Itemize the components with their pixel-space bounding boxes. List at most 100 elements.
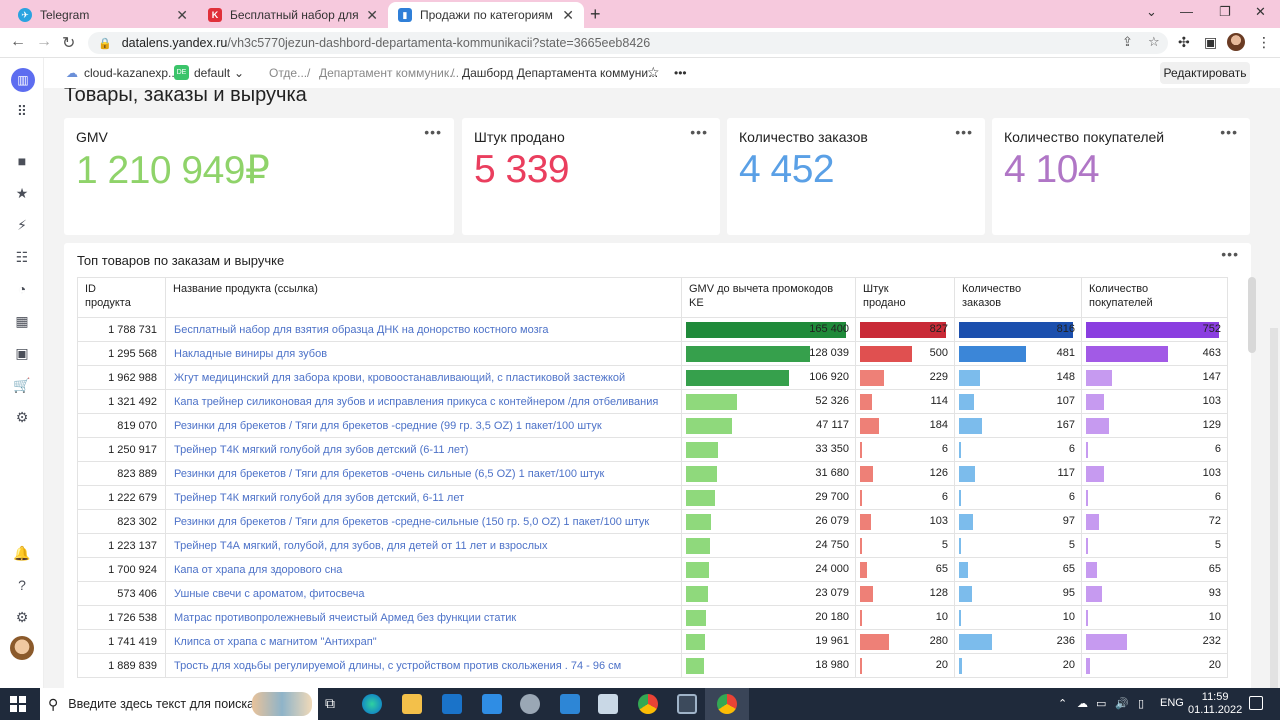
product-name-link[interactable]: Трейнер Т4А мягкий, голубой, для зубов, …: [165, 533, 682, 558]
buyers-bar: [1086, 442, 1088, 458]
column-header-orders[interactable]: Количество заказов: [954, 277, 1082, 318]
tab-title: Бесплатный набор для взятия о: [230, 8, 360, 22]
mail-icon[interactable]: [482, 694, 502, 714]
settings-sliders-icon[interactable]: ⚙: [15, 409, 29, 425]
extensions-icon[interactable]: ✣: [1178, 34, 1190, 50]
minimize-button[interactable]: —: [1180, 4, 1193, 19]
kazanexpress-icon: K: [208, 8, 222, 22]
connections-icon[interactable]: ⚡: [17, 217, 27, 233]
product-name-link[interactable]: Капа от храпа для здорового сна: [165, 557, 682, 582]
apps-grid-icon[interactable]: ⠿: [16, 103, 28, 119]
remote-desktop-icon[interactable]: [560, 694, 580, 714]
reload-icon[interactable]: ↻: [62, 35, 76, 52]
close-tab-icon[interactable]: ✕: [176, 6, 188, 23]
clock[interactable]: 11:59 01.11.2022: [1188, 691, 1242, 717]
buyers-value: 463: [1202, 347, 1221, 359]
browser-menu-icon[interactable]: ⋮: [1257, 34, 1271, 50]
table-scrollbar[interactable]: [1248, 277, 1256, 353]
product-id-cell: 819 070: [77, 413, 166, 438]
column-header-id[interactable]: ID продукта: [77, 277, 166, 318]
address-input[interactable]: 🔒 datalens.yandex.ru/vh3c5770jezun-dashb…: [88, 32, 1168, 54]
close-tab-icon[interactable]: ✕: [562, 6, 574, 23]
file-explorer-icon[interactable]: [402, 694, 422, 714]
chrome-icon[interactable]: [638, 694, 658, 714]
taskbar-search-input[interactable]: ⚲ Введите здесь текст для поиска: [40, 688, 318, 720]
column-header-units[interactable]: Штук продано: [855, 277, 955, 318]
product-name-link[interactable]: Резинки для брекетов / Тяги для брекетов…: [165, 461, 682, 486]
help-icon[interactable]: ?: [18, 577, 26, 593]
product-name-link[interactable]: Трейнер Т4К мягкий голубой для зубов дет…: [165, 437, 682, 462]
product-name-link[interactable]: Ушные свечи с ароматом, фитосвеча: [165, 581, 682, 606]
dashboards-icon[interactable]: ▦: [15, 313, 29, 329]
org-name[interactable]: cloud-kazanexp...: [84, 66, 179, 80]
bookmark-star-icon[interactable]: ☆: [1148, 34, 1160, 49]
breadcrumb-2[interactable]: Департамент коммуник...: [319, 66, 460, 80]
product-name-link[interactable]: Бесплатный набор для взятия образца ДНК …: [165, 317, 682, 342]
more-icon[interactable]: •••: [1220, 124, 1238, 140]
windows-start-icon[interactable]: [10, 696, 26, 712]
tab-kazanexpress[interactable]: K Бесплатный набор для взятия о ✕: [198, 2, 388, 28]
maximize-button[interactable]: ❐: [1219, 4, 1231, 19]
tray-chevron-icon[interactable]: ⌃: [1058, 698, 1068, 710]
volume-icon[interactable]: 🔊: [1115, 698, 1129, 710]
battery-icon[interactable]: ▯: [1138, 698, 1145, 710]
tray-app-icon[interactable]: ☁: [1077, 698, 1088, 710]
edit-button[interactable]: Редактировать: [1160, 62, 1250, 84]
product-name-link[interactable]: Накладные виниры для зубов: [165, 341, 682, 366]
tab-datalens[interactable]: ▮ Продажи по категориям - Даш ✕: [388, 2, 584, 28]
profile-avatar[interactable]: [1227, 33, 1245, 51]
product-name-link[interactable]: Трость для ходьбы регулируемой длины, с …: [165, 653, 682, 678]
close-window-button[interactable]: ✕: [1255, 4, 1266, 19]
folder-icon[interactable]: ■: [17, 153, 27, 169]
notepad-icon[interactable]: [598, 694, 618, 714]
tab-search-icon[interactable]: ⌄: [1146, 4, 1157, 19]
more-icon[interactable]: •••: [424, 124, 442, 140]
breadcrumb-1[interactable]: Отде...: [269, 66, 308, 80]
workspace-selector[interactable]: default: [194, 66, 231, 80]
language-indicator[interactable]: ENG: [1160, 697, 1184, 709]
units-cell: 280: [855, 629, 955, 654]
more-icon[interactable]: •••: [674, 66, 687, 80]
product-name-link[interactable]: Трейнер Т4К мягкий голубой для зубов дет…: [165, 485, 682, 510]
new-tab-button[interactable]: +: [590, 4, 601, 24]
close-tab-icon[interactable]: ✕: [366, 6, 378, 23]
gmv-cell: 18 980: [681, 653, 856, 678]
store-icon[interactable]: [442, 694, 462, 714]
app-icon[interactable]: [520, 694, 540, 714]
product-name-link[interactable]: Клипса от храпа с магнитом "Антихрап": [165, 629, 682, 654]
product-name-link[interactable]: Резинки для брекетов / Тяги для брекетов…: [165, 509, 682, 534]
favorite-star-icon[interactable]: ☆: [647, 64, 660, 80]
product-name-link[interactable]: Матрас противопролежневый ячеистый Армед…: [165, 605, 682, 630]
notifications-bell-icon[interactable]: 🔔: [13, 545, 31, 561]
tab-telegram[interactable]: ✈ Telegram ✕: [8, 2, 198, 28]
notifications-icon[interactable]: [1249, 696, 1263, 710]
page-scrollbar[interactable]: [1270, 328, 1278, 688]
chrome-icon[interactable]: [717, 694, 737, 714]
column-header-name[interactable]: Название продукта (ссылка): [165, 277, 682, 318]
settings-gear-icon[interactable]: ⚙: [15, 609, 29, 625]
product-name-link[interactable]: Капа трейнер силиконовая для зубов и исп…: [165, 389, 682, 414]
product-name-link[interactable]: Жгут медицинский для забора крови, крово…: [165, 365, 682, 390]
contacts-icon[interactable]: ▣: [15, 345, 29, 361]
more-icon[interactable]: •••: [690, 124, 708, 140]
edge-icon[interactable]: [362, 694, 382, 714]
chevron-down-icon[interactable]: ⌄: [234, 66, 245, 80]
forward-icon[interactable]: →: [36, 33, 52, 50]
more-icon[interactable]: •••: [1221, 246, 1239, 262]
charts-pie-icon[interactable]: ◔: [17, 281, 27, 297]
datalens-logo-icon[interactable]: ▥: [11, 68, 35, 92]
favorites-star-icon[interactable]: ★: [15, 185, 29, 201]
user-avatar[interactable]: [10, 636, 34, 660]
back-icon[interactable]: ←: [10, 33, 26, 50]
datasets-icon[interactable]: ☷: [15, 249, 29, 265]
marketplace-cart-icon[interactable]: 🛒: [13, 377, 31, 393]
calculator-icon[interactable]: [677, 694, 697, 714]
sidebar-toggle-icon[interactable]: ▣: [1204, 34, 1218, 50]
more-icon[interactable]: •••: [955, 124, 973, 140]
share-icon[interactable]: ⇪: [1122, 34, 1133, 49]
product-name-link[interactable]: Резинки для брекетов / Тяги для брекетов…: [165, 413, 682, 438]
column-header-buyers[interactable]: Количество покупателей: [1081, 277, 1228, 318]
network-icon[interactable]: ▭: [1096, 698, 1107, 710]
task-view-icon[interactable]: ⧉: [325, 695, 335, 711]
column-header-gmv[interactable]: GMV до вычета промокодов KE: [681, 277, 856, 318]
